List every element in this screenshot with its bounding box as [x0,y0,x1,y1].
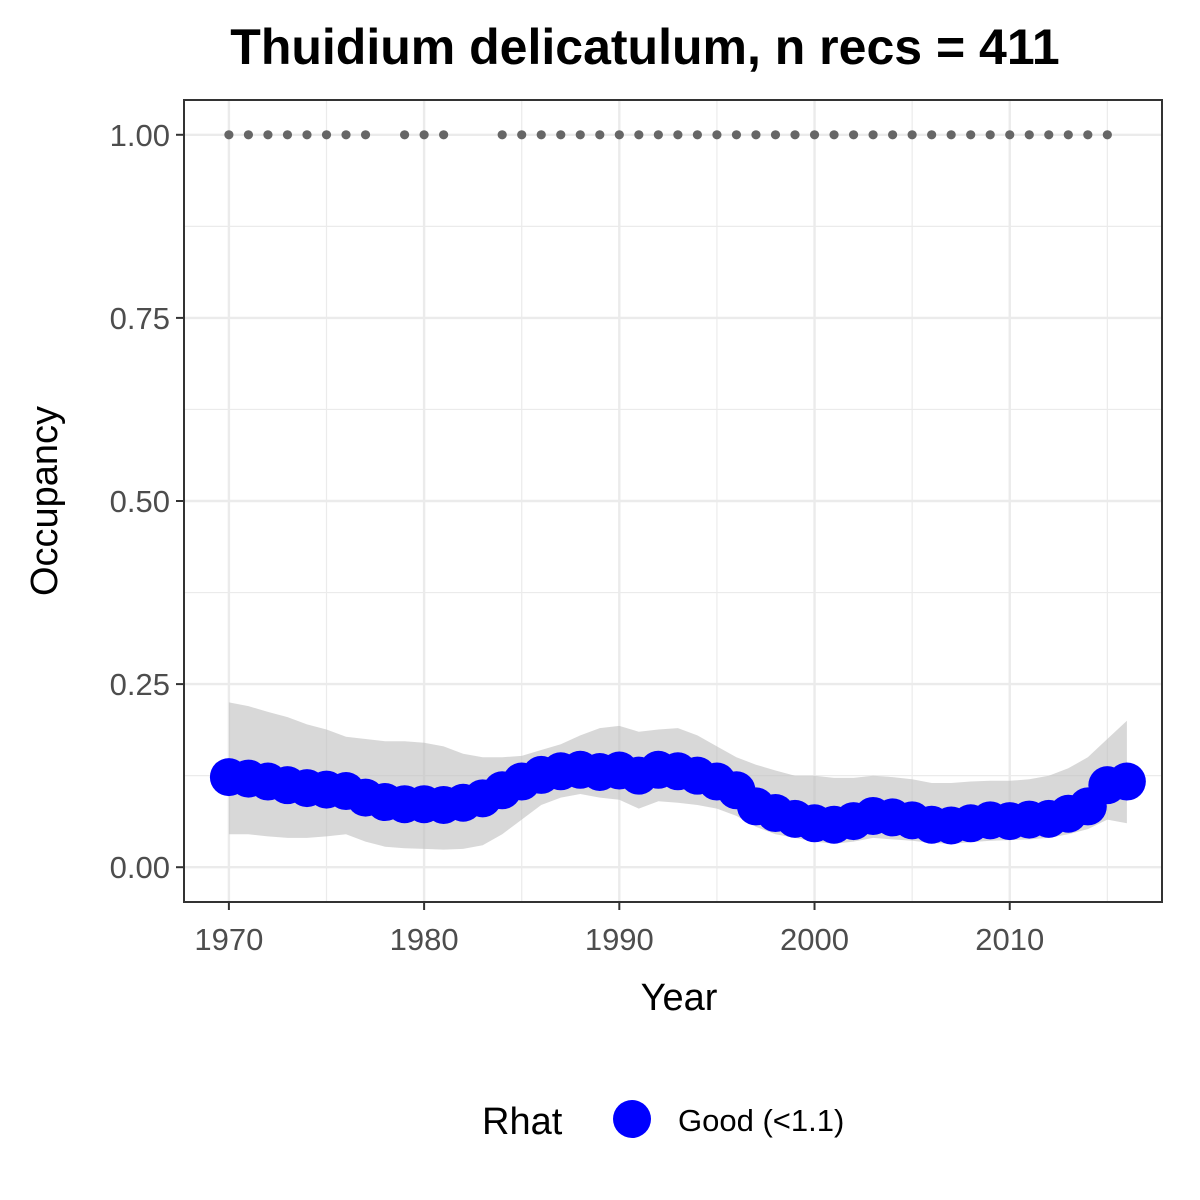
record-marker: 1977 [360,130,371,140]
record-marker: 2005 [907,130,917,140]
record-marker: 2013 [1063,130,1073,140]
record-marker: 1981 [439,130,449,140]
record-marker: 1986 [536,130,546,140]
record-marker: 1971 [243,130,254,140]
record-marker: 2000 [809,130,820,140]
record-marker: 1997 [751,130,761,140]
record-year-markers: 1970 1971 1972 1973 1974 1975 1976 1977 1979 1980… [224,130,1112,140]
x-tick-label: 1970 [194,922,263,957]
record-marker: 1980 [419,130,429,140]
record-marker: 1990 [614,130,624,140]
record-marker: 1995 [712,130,722,140]
record-marker: 2007 [946,130,956,140]
x-tick-label: 1980 [390,922,459,957]
record-marker: 1979 [399,130,410,140]
record-marker: 1972 [263,130,273,140]
occupancy-point [1107,762,1146,801]
x-tick-label: 1990 [585,922,654,957]
record-marker: 1998 [770,130,781,140]
legend-key-point [613,1100,651,1138]
x-tick-label: 2010 [975,922,1044,957]
record-marker: 1994 [692,130,703,140]
x-axis-title: Year [641,977,718,1019]
record-marker: 1993 [673,130,683,140]
chart-title: Thuidium delicatulum, n recs = 411 [230,19,1059,75]
record-marker: 2004 [888,130,898,140]
record-marker: 2009 [985,130,995,140]
record-marker: 1987 [556,130,566,140]
record-marker: 1992 [653,130,663,140]
record-marker: 2015 [1102,130,1112,140]
record-marker: 2011 [1024,130,1034,140]
record-marker: 1973 [282,130,293,140]
occupancy-points [209,750,1146,845]
record-marker: 1984 [497,130,507,140]
record-marker: 2003 [868,130,878,140]
record-marker: 2014 [1083,130,1093,140]
y-axis-title: Occupancy [24,406,66,596]
record-marker: 2006 [927,130,937,140]
y-tick-label: 0.75 [110,301,170,336]
record-marker: 1991 [634,130,644,140]
x-tick-label: 2000 [780,922,849,957]
record-marker: 2008 [966,130,976,140]
record-marker: 1989 [595,130,605,140]
record-marker: 1985 [517,130,527,140]
record-marker: 1976 [341,130,351,140]
record-marker: 1970 [224,130,234,140]
y-tick-label: 0.00 [110,850,170,885]
record-marker: 2001 [829,130,839,140]
record-marker: 1975 [321,130,332,140]
record-marker: 1996 [731,130,742,140]
legend-label: Good (<1.1) [678,1103,844,1138]
record-marker: 2010 [1005,130,1015,140]
record-marker: 1974 [302,130,312,140]
y-tick-label: 0.25 [110,667,170,702]
y-axis: 0.00 0.25 0.50 0.75 1.00 [110,118,184,885]
x-axis: 1970 1980 1990 2000 2010 [194,902,1044,957]
record-marker: 2012 [1044,130,1054,140]
legend: Rhat Good (<1.1) [482,1100,844,1143]
record-marker: 2002 [848,130,859,140]
legend-title: Rhat [482,1101,563,1143]
record-marker: 1988 [575,130,585,140]
record-marker: 1999 [790,130,800,140]
y-tick-label: 1.00 [110,118,170,153]
y-tick-label: 0.50 [110,484,170,519]
